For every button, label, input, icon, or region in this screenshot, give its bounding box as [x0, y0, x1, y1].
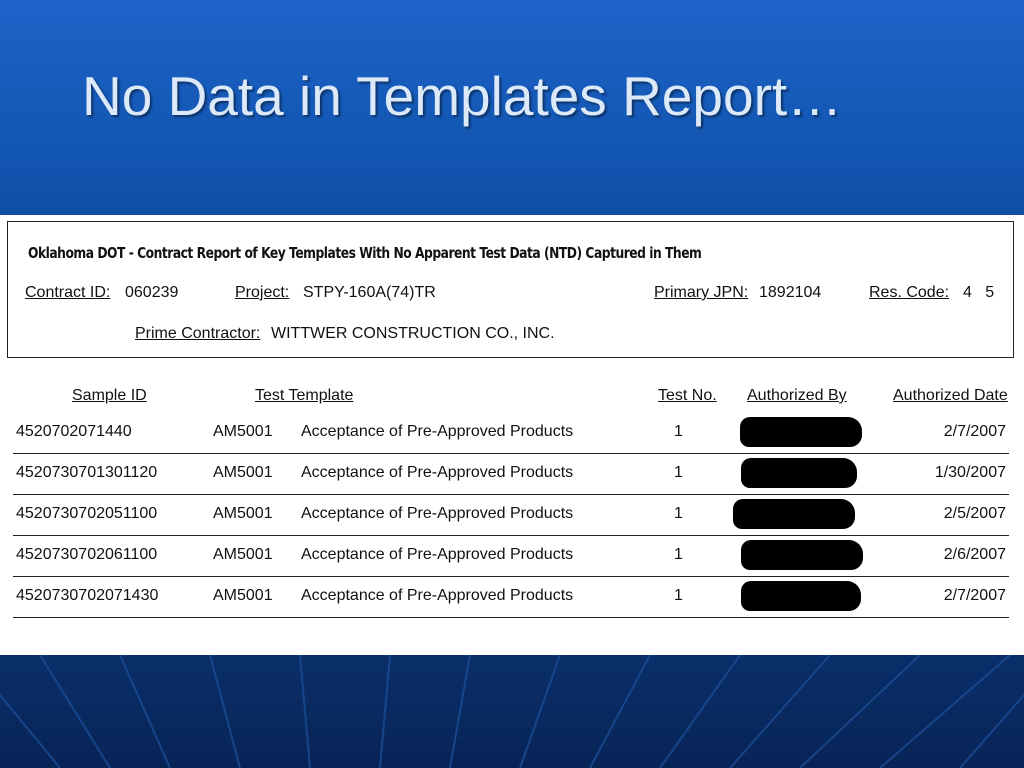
primary-jpn-value: 1892104 [759, 284, 822, 301]
table-row: 4520730702051100 AM5001 Acceptance of Pr… [13, 495, 1009, 536]
authorized-date-cell: 2/7/2007 [943, 587, 1006, 604]
redacted-signature [740, 417, 862, 447]
template-name-cell: Acceptance of Pre-Approved Products [301, 505, 574, 522]
sample-id-cell: 4520730701301120 [16, 464, 158, 481]
report-title: Oklahoma DOT - Contract Report of Key Te… [28, 244, 702, 262]
col-header-authorized-by: Authorized By [747, 387, 847, 404]
col-header-authorized-date: Authorized Date [893, 387, 1008, 404]
report-screenshot: Oklahoma DOT - Contract Report of Key Te… [0, 215, 1024, 657]
contract-id-label: Contract ID: [25, 284, 111, 301]
template-name-cell: Acceptance of Pre-Approved Products [301, 423, 574, 440]
test-no-cell: 1 [674, 546, 683, 563]
prime-contractor-value: WITTWER CONSTRUCTION CO., INC. [271, 325, 555, 342]
contract-id-value: 060239 [125, 284, 179, 301]
template-name-cell: Acceptance of Pre-Approved Products [301, 464, 574, 481]
project-value: STPY-160A(74)TR [303, 284, 436, 301]
template-name-cell: Acceptance of Pre-Approved Products [301, 587, 574, 604]
sample-id-cell: 4520730702051100 [16, 505, 158, 522]
template-code-cell: AM5001 [213, 546, 273, 563]
authorized-date-cell: 2/7/2007 [943, 423, 1006, 440]
col-header-sample-id: Sample ID [72, 387, 147, 404]
project-label: Project: [235, 284, 290, 301]
res-code-value: 4 5 [963, 284, 995, 301]
prime-contractor-label: Prime Contractor: [135, 325, 261, 342]
table-row: 4520730702071430 AM5001 Acceptance of Pr… [13, 577, 1009, 618]
template-code-cell: AM5001 [213, 464, 273, 481]
test-no-cell: 1 [674, 505, 683, 522]
redacted-signature [741, 540, 863, 570]
primary-jpn-label: Primary JPN: [654, 284, 749, 301]
redacted-signature [741, 581, 861, 611]
template-name-cell: Acceptance of Pre-Approved Products [301, 546, 574, 563]
redacted-signature [741, 458, 857, 488]
table-row: 4520730701301120 AM5001 Acceptance of Pr… [13, 454, 1009, 495]
template-code-cell: AM5001 [213, 423, 273, 440]
res-code-label: Res. Code: [869, 284, 950, 301]
redacted-signature [733, 499, 855, 529]
col-header-test-template: Test Template [255, 387, 354, 404]
test-no-cell: 1 [674, 464, 683, 481]
sample-id-cell: 4520730702061100 [16, 546, 158, 563]
authorized-date-cell: 1/30/2007 [934, 464, 1006, 481]
sample-id-cell: 4520702071440 [16, 423, 132, 440]
slide-title: No Data in Templates Report… [82, 65, 843, 127]
report-header: Oklahoma DOT - Contract Report of Key Te… [7, 221, 1014, 358]
table-row: 4520730702061100 AM5001 Acceptance of Pr… [13, 536, 1009, 577]
col-header-test-no: Test No. [658, 387, 717, 404]
test-no-cell: 1 [674, 423, 683, 440]
slide-title-area: No Data in Templates Report… [0, 0, 1024, 215]
authorized-date-cell: 2/6/2007 [943, 546, 1006, 563]
template-code-cell: AM5001 [213, 505, 273, 522]
decorative-lines [0, 655, 1024, 768]
table-row: 4520702071440 AM5001 Acceptance of Pre-A… [13, 413, 1009, 454]
authorized-date-cell: 2/5/2007 [943, 505, 1006, 522]
template-code-cell: AM5001 [213, 587, 273, 604]
sample-id-cell: 4520730702071430 [16, 587, 159, 604]
slide-footer-pattern [0, 655, 1024, 768]
test-no-cell: 1 [674, 587, 683, 604]
